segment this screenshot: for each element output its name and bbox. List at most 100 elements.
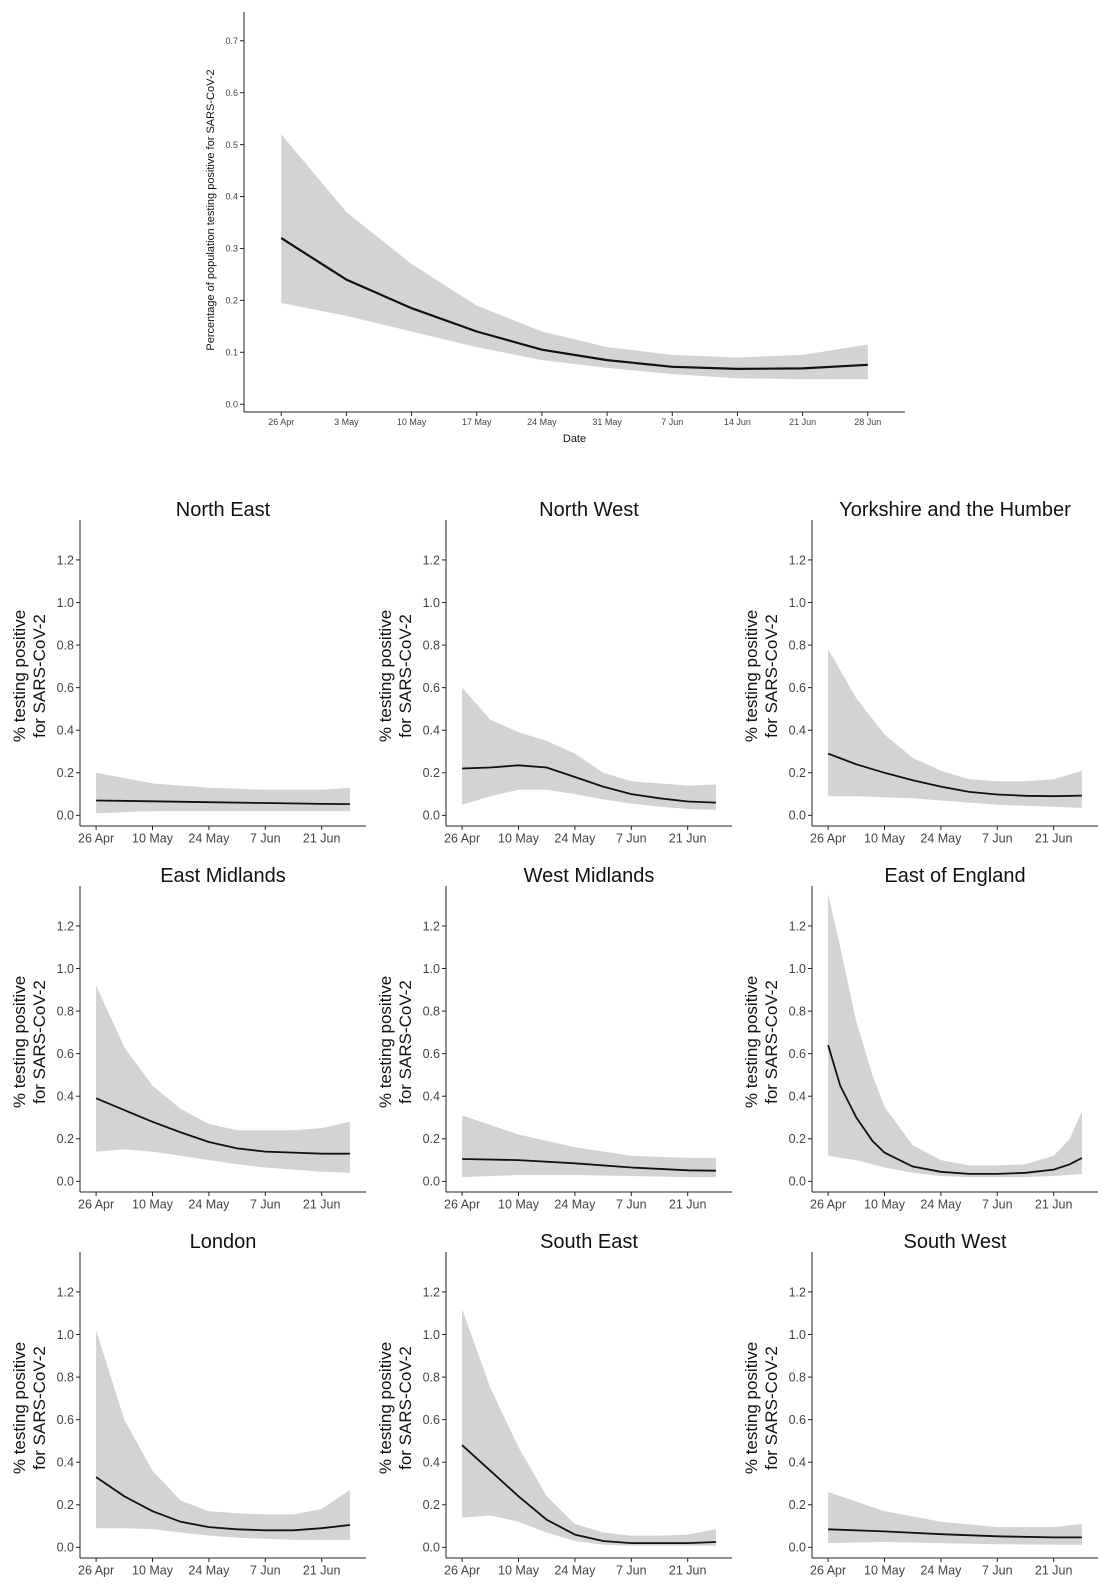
y-tick-label: 0.0: [789, 809, 806, 823]
region-panel: East Midlands 0.0 0.2 0.4 0.6 0.8 1.0 1.2 26 Apr…: [10, 865, 366, 1212]
y-tick-label: 0.6: [57, 681, 74, 695]
y-tick-label: 0.5: [225, 140, 238, 150]
y-tick-label: 0.6: [423, 1413, 440, 1427]
estimate-line: [462, 1158, 716, 1172]
y-tick-label: 0.8: [423, 638, 440, 652]
x-tick-label: 24 May: [188, 1564, 230, 1578]
y-axis-title-line1: % testing positive: [376, 1342, 395, 1474]
y-axis-title-line2: for SARS-CoV-2: [396, 614, 415, 738]
confidence-band: [462, 687, 716, 810]
y-axis-title-line1: % testing positive: [10, 1342, 29, 1474]
estimate-line: [461, 1444, 716, 1545]
x-tick-label: 26 Apr: [78, 832, 114, 846]
y-tick-label: 1.0: [57, 596, 74, 610]
y-tick-label: 0.0: [225, 399, 238, 409]
y-tick-label: 0.6: [789, 681, 806, 695]
y-tick-label: 0.2: [57, 766, 74, 780]
y-tick-label: 0.2: [57, 1132, 74, 1146]
x-tick-label: 24 May: [554, 832, 596, 846]
x-tick-label: 10 May: [132, 1198, 174, 1212]
y-axis-title-line2: for SARS-CoV-2: [30, 614, 49, 738]
y-axis-title-line1: % testing positive: [10, 610, 29, 742]
x-axis-title: Date: [563, 433, 586, 445]
y-tick-label: 0.8: [57, 1370, 74, 1384]
panel-title: North West: [539, 499, 639, 521]
y-tick-label: 1.2: [423, 919, 440, 933]
x-tick-label: 7 Jun: [616, 1564, 647, 1578]
y-tick-label: 0.2: [789, 1132, 806, 1146]
y-tick-label: 0.4: [57, 1456, 74, 1470]
x-tick-label: 26 Apr: [444, 1198, 480, 1212]
region-panel: East of England 0.0 0.2 0.4 0.6 0.8 1.0 1.2 26 A…: [742, 865, 1098, 1212]
y-axis-title-line2: for SARS-CoV-2: [396, 980, 415, 1104]
x-tick-label: 28 Jun: [854, 417, 881, 427]
y-axis-title-line1: % testing positive: [742, 610, 761, 742]
panel-title: East Midlands: [160, 865, 286, 887]
x-tick-label: 21 Jun: [303, 1198, 341, 1212]
estimate-line: [827, 752, 1082, 798]
x-tick-label: 21 Jun: [789, 417, 816, 427]
x-tick-label: 24 May: [920, 832, 962, 846]
y-tick-label: 0.4: [57, 1090, 74, 1104]
x-tick-label: 21 Jun: [1035, 1198, 1073, 1212]
estimate-line: [462, 764, 716, 804]
y-tick-label: 1.2: [57, 1285, 74, 1299]
panel-title: London: [190, 1231, 257, 1253]
y-tick-label: 0.4: [423, 1456, 440, 1470]
x-tick-label: 7 Jun: [982, 832, 1013, 846]
y-tick-label: 1.2: [789, 553, 806, 567]
x-tick-label: 17 May: [462, 417, 492, 427]
x-tick-label: 24 May: [188, 1198, 230, 1212]
y-tick-label: 0.0: [789, 1541, 806, 1555]
y-tick-label: 0.2: [225, 296, 238, 306]
y-tick-label: 0.8: [789, 638, 806, 652]
y-axis-title-line1: % testing positive: [10, 976, 29, 1108]
x-tick-label: 10 May: [864, 1198, 906, 1212]
x-tick-label: 21 Jun: [303, 832, 341, 846]
estimate-line: [95, 1097, 350, 1155]
y-tick-label: 0.1: [225, 347, 238, 357]
panel-title: North East: [176, 499, 271, 521]
y-tick-label: 0.4: [789, 1090, 806, 1104]
y-axis-title-line2: for SARS-CoV-2: [762, 614, 781, 738]
x-tick-label: 21 Jun: [1035, 832, 1073, 846]
x-tick-label: 10 May: [864, 1564, 906, 1578]
region-panel: Yorkshire and the Humber 0.0 0.2 0.4 0.6 0.8 1…: [742, 499, 1098, 846]
x-tick-label: 10 May: [498, 1564, 540, 1578]
confidence-band: [96, 772, 350, 814]
x-tick-label: 24 May: [920, 1564, 962, 1578]
y-tick-label: 1.2: [57, 553, 74, 567]
x-tick-label: 21 Jun: [669, 1198, 707, 1212]
confidence-band: [96, 1330, 350, 1540]
x-tick-label: 24 May: [527, 417, 557, 427]
x-tick-label: 10 May: [132, 832, 174, 846]
y-tick-label: 0.7: [225, 36, 238, 46]
estimate-line: [95, 1476, 351, 1532]
x-tick-label: 7 Jun: [982, 1564, 1013, 1578]
y-axis-title: Percentage of population testing positiv…: [205, 69, 217, 350]
y-tick-label: 0.6: [423, 1047, 440, 1061]
x-tick-label: 3 May: [334, 417, 359, 427]
y-tick-label: 1.2: [423, 553, 440, 567]
panel-title: East of England: [884, 865, 1025, 887]
x-tick-label: 10 May: [397, 417, 427, 427]
y-tick-label: 0.2: [423, 1498, 440, 1512]
y-tick-label: 0.0: [57, 809, 74, 823]
y-tick-label: 0.2: [423, 766, 440, 780]
x-tick-label: 7 Jun: [616, 832, 647, 846]
y-tick-label: 0.4: [423, 1090, 440, 1104]
region-panel: South East 0.0 0.2 0.4 0.6 0.8 1.0 1.2 26 Apr 10 …: [376, 1231, 732, 1578]
y-tick-label: 0.2: [789, 1498, 806, 1512]
y-axis-title-line2: for SARS-CoV-2: [762, 1346, 781, 1470]
y-tick-label: 1.2: [789, 1285, 806, 1299]
y-tick-label: 0.8: [57, 1004, 74, 1018]
y-tick-label: 0.4: [789, 724, 806, 738]
x-tick-label: 7 Jun: [250, 832, 281, 846]
y-tick-label: 1.0: [789, 962, 806, 976]
estimate-line: [828, 1528, 1082, 1539]
national-prevalence-chart: 0.0 0.1 0.2 0.3 0.4 0.5 0.6 0.7 26 Apr 3 May 10 Ma…: [205, 12, 905, 445]
y-tick-label: 1.0: [423, 1328, 440, 1342]
y-tick-label: 1.0: [57, 1328, 74, 1342]
y-tick-label: 0.0: [423, 1541, 440, 1555]
x-tick-label: 26 Apr: [444, 832, 480, 846]
